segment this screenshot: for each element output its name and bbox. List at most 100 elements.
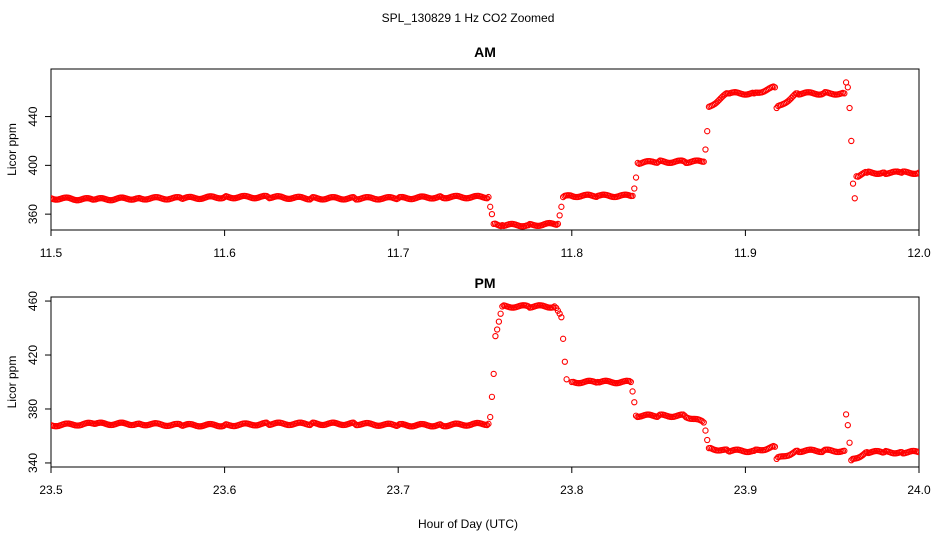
data-point (629, 192, 636, 199)
panel-pm: PM 23.5 23.6 23.7 23.8 23.9 24.0 340 380 420 460 Li… (5, 275, 931, 497)
figure-title: SPL_130829 1 Hz CO2 Zoomed (382, 11, 555, 25)
data-point (849, 180, 857, 187)
data-point (915, 449, 919, 456)
y-tick-label: 440 (26, 106, 40, 126)
x-tick-label: 24.0 (907, 483, 931, 497)
x-tick-label: 12.0 (907, 246, 931, 260)
data-point (497, 310, 504, 317)
y-tick-label: 340 (26, 453, 40, 473)
data-point (487, 413, 494, 421)
data-point (264, 420, 272, 427)
data-point (487, 203, 494, 210)
data-point (488, 210, 496, 218)
data-point (846, 104, 853, 112)
y-tick-label: 420 (26, 345, 40, 365)
x-tick-label: 11.7 (387, 246, 410, 260)
data-point (632, 174, 640, 181)
data-point (631, 185, 638, 192)
data-point (655, 158, 662, 165)
data-point (794, 447, 801, 454)
data-point (846, 439, 853, 446)
data-point (495, 318, 503, 325)
panel-title: PM (475, 275, 496, 291)
x-tick-label: 11.6 (213, 246, 236, 260)
data-point (750, 447, 758, 454)
data-point (702, 427, 709, 434)
data-point (863, 169, 871, 176)
y-tick-label: 380 (26, 399, 40, 419)
y-tick-label: 360 (26, 204, 40, 224)
data-point (631, 399, 638, 406)
data-point (844, 422, 851, 429)
data-point (351, 195, 358, 202)
data-point (556, 310, 563, 317)
data-point (483, 421, 491, 429)
data-point (499, 303, 506, 310)
data-point (525, 303, 532, 310)
data-point (492, 332, 499, 340)
data-point (704, 436, 711, 444)
x-tick-label: 23.5 (39, 483, 63, 497)
data-point (704, 128, 711, 135)
data-point (627, 378, 634, 386)
data-point (700, 158, 707, 165)
x-tick-label: 23.8 (560, 483, 584, 497)
data-point (820, 90, 827, 97)
data-point (898, 449, 905, 456)
data-point (558, 203, 565, 210)
y-tick-label: 460 (26, 291, 40, 311)
panel-am: AM 11.5 11.6 11.7 11.8 11.9 12.0 360 400 440 Licor… (5, 44, 931, 260)
x-tick-label: 23.6 (213, 483, 237, 497)
data-point (351, 420, 358, 427)
y-axis-label: Licor ppm (5, 123, 19, 176)
y-tick-label: 400 (26, 155, 40, 175)
data-point (881, 169, 888, 176)
data-point (681, 158, 688, 165)
data-point (554, 220, 562, 228)
data-point (485, 193, 492, 201)
x-tick-label: 11.8 (561, 246, 584, 260)
plot-frame (50, 68, 920, 231)
data-points (51, 302, 919, 464)
data-point (791, 448, 798, 456)
data-point (494, 326, 501, 333)
data-point (898, 169, 905, 176)
data-point (841, 447, 848, 454)
data-point (488, 393, 496, 400)
x-tick-label: 23.9 (734, 483, 758, 497)
data-point (771, 443, 779, 450)
y-axis-label: Licor ppm (5, 356, 19, 409)
data-point (771, 84, 779, 91)
panel-title: AM (474, 44, 496, 60)
data-point (791, 91, 798, 98)
data-point (842, 411, 850, 418)
data-point (700, 419, 707, 426)
data-points (51, 79, 919, 230)
data-point (483, 195, 491, 202)
data-point (851, 195, 858, 202)
data-point (702, 146, 709, 153)
data-point (559, 335, 567, 342)
x-tick-label: 23.7 (387, 483, 411, 497)
data-point (915, 169, 919, 176)
data-point (629, 388, 636, 395)
data-point (881, 449, 888, 456)
x-axis-label: Hour of Day (UTC) (418, 517, 518, 531)
data-point (794, 90, 801, 97)
data-point (551, 303, 558, 310)
data-point (655, 412, 662, 419)
data-point (699, 418, 706, 425)
plot-frame (50, 296, 920, 468)
data-point (561, 358, 569, 365)
data-point (844, 84, 851, 91)
x-tick-label: 11.9 (734, 246, 757, 260)
data-point (563, 376, 570, 383)
panels: AM 11.5 11.6 11.7 11.8 11.9 12.0 360 400 440 Licor… (5, 44, 931, 497)
data-point (556, 212, 563, 219)
x-tick-label: 11.5 (40, 246, 63, 260)
data-point (490, 370, 497, 378)
data-point (848, 137, 855, 145)
data-point (485, 420, 492, 427)
